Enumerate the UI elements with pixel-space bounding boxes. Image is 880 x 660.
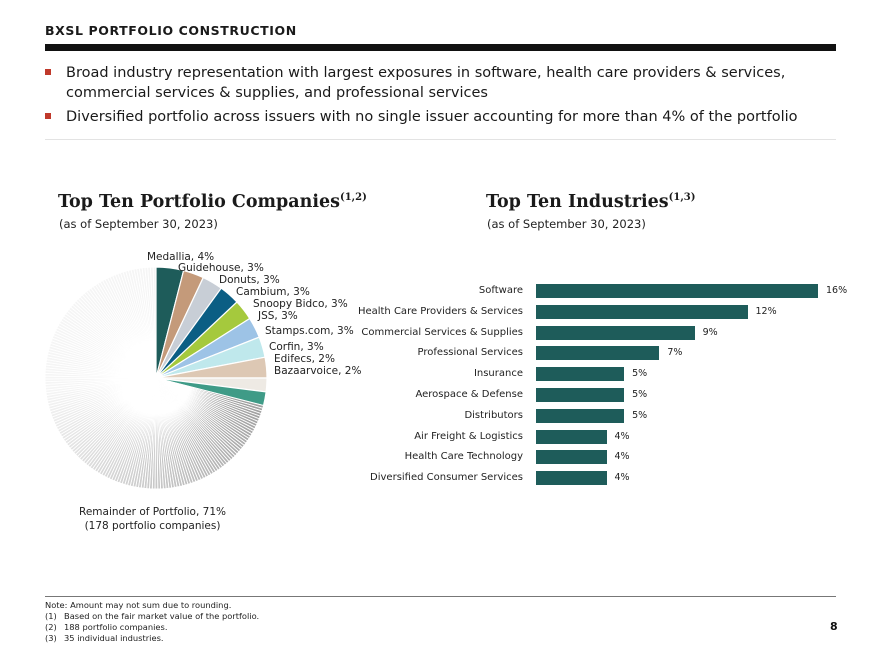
industry-label: Aerospace & Defense (415, 389, 523, 400)
industry-label: Diversified Consumer Services (370, 472, 523, 484)
industry-bar (536, 284, 818, 298)
industry-value-label: 5% (632, 409, 648, 421)
footnote-text: 188 portfolio companies. (64, 622, 168, 632)
pie-label-snoopy-bidco: Snoopy Bidco, 3% (253, 298, 348, 310)
pie-label-medallia: Medallia, 4% (147, 251, 215, 263)
companies-chart-subtitle: (as of September 30, 2023) (59, 217, 218, 231)
industry-value-label: 7% (667, 347, 683, 359)
industry-value-label: 5% (632, 389, 648, 400)
companies-title-text: Top Ten Portfolio Companies (58, 192, 340, 212)
pie-label-corfin: Corfin, 3% (269, 341, 324, 353)
industries-chart-title: Top Ten Industries(1,3) (486, 192, 696, 212)
industry-label: Professional Services (417, 347, 523, 359)
industry-label: Health Care Providers & Services (357, 305, 523, 317)
industry-bar (536, 346, 660, 361)
page-title: BXSL PORTFOLIO CONSTRUCTION (45, 23, 297, 38)
pie-slice-remainder (44, 266, 265, 490)
industry-label: Air Freight & Logistics (414, 430, 523, 442)
pie-label-cambium: Cambium, 3% (236, 286, 310, 298)
remainder-label-note: (178 portfolio companies) (84, 520, 221, 532)
pie-label-stamps-com: Stamps.com, 3% (265, 325, 354, 337)
pie-label-donuts: Donuts, 3% (219, 274, 280, 286)
industries-chart-subtitle: (as of September 30, 2023) (487, 217, 646, 231)
bullet-text: Broad industry representation with large… (66, 65, 786, 101)
companies-chart-title: Top Ten Portfolio Companies(1,2) (58, 192, 367, 212)
bullet-marker (45, 113, 51, 119)
footnote-number: (3) (45, 633, 57, 643)
footnote-general: Note: Amount may not sum due to rounding… (45, 600, 231, 610)
industry-label: Health Care Technology (404, 451, 523, 463)
header-rule (45, 44, 836, 51)
industries-title-text: Top Ten Industries (486, 192, 669, 212)
industry-value-label: 4% (614, 451, 630, 463)
footnote-number: (2) (45, 622, 57, 632)
section-divider (45, 139, 836, 140)
industry-bar (536, 471, 607, 486)
pie-remainder-segment (152, 266, 157, 379)
companies-footnote-ref: (1,2) (339, 192, 367, 204)
industry-label: Software (478, 285, 523, 296)
pie-label-jss: JSS, 3% (258, 310, 298, 322)
industry-value-label: 5% (632, 368, 648, 380)
industry-label: Insurance (473, 368, 523, 380)
industries-footnote-ref: (1,3) (668, 192, 696, 204)
bullet-marker (45, 69, 51, 75)
bullet-item: Diversified portfolio across issuers wit… (45, 107, 825, 127)
industry-bar (536, 450, 607, 465)
industry-bar (536, 408, 625, 423)
footnote-text: Note: Amount may not sum due to rounding… (45, 600, 232, 610)
pie-label-edifecs: Edifecs, 2% (274, 353, 335, 365)
industry-value-label: 12% (755, 305, 777, 317)
industry-value-label: 4% (614, 472, 630, 484)
bullet-text: Diversified portfolio across issuers wit… (66, 109, 798, 125)
industry-label: Commercial Services & Supplies (361, 326, 523, 338)
pie-label-bazaarvoice: Bazaarvoice, 2% (274, 365, 362, 377)
bullet-item: Broad industry representation with large… (45, 63, 825, 103)
industry-bar (536, 388, 625, 402)
page-number: 8 (830, 620, 838, 633)
industry-bar (536, 429, 607, 444)
industry-value-label: 16% (826, 285, 848, 296)
industry-value-label: 9% (702, 326, 718, 338)
pie-label-guidehouse: Guidehouse, 3% (178, 262, 264, 274)
footnote-1: (1) Based on the fair market value of the… (45, 611, 259, 621)
industry-bar (536, 367, 625, 382)
footnote-text: Based on the fair market value of the po… (64, 611, 260, 621)
remainder-label-text: Remainder of Portfolio, 71% (79, 506, 226, 518)
industry-bar (536, 325, 695, 340)
footnote-2: (2) 188 portfolio companies. (45, 622, 168, 632)
industry-label: Distributors (464, 409, 523, 421)
footer-rule (45, 596, 836, 597)
footnote-text: 35 individual industries. (64, 633, 164, 643)
footnote-number: (1) (45, 611, 57, 621)
industry-bar (536, 304, 748, 319)
industry-value-label: 4% (614, 430, 630, 442)
footnote-3: (3) 35 individual industries. (45, 633, 164, 643)
pie-label-remainder: Remainder of Portfolio, 71% (178 portfol… (60, 505, 245, 533)
